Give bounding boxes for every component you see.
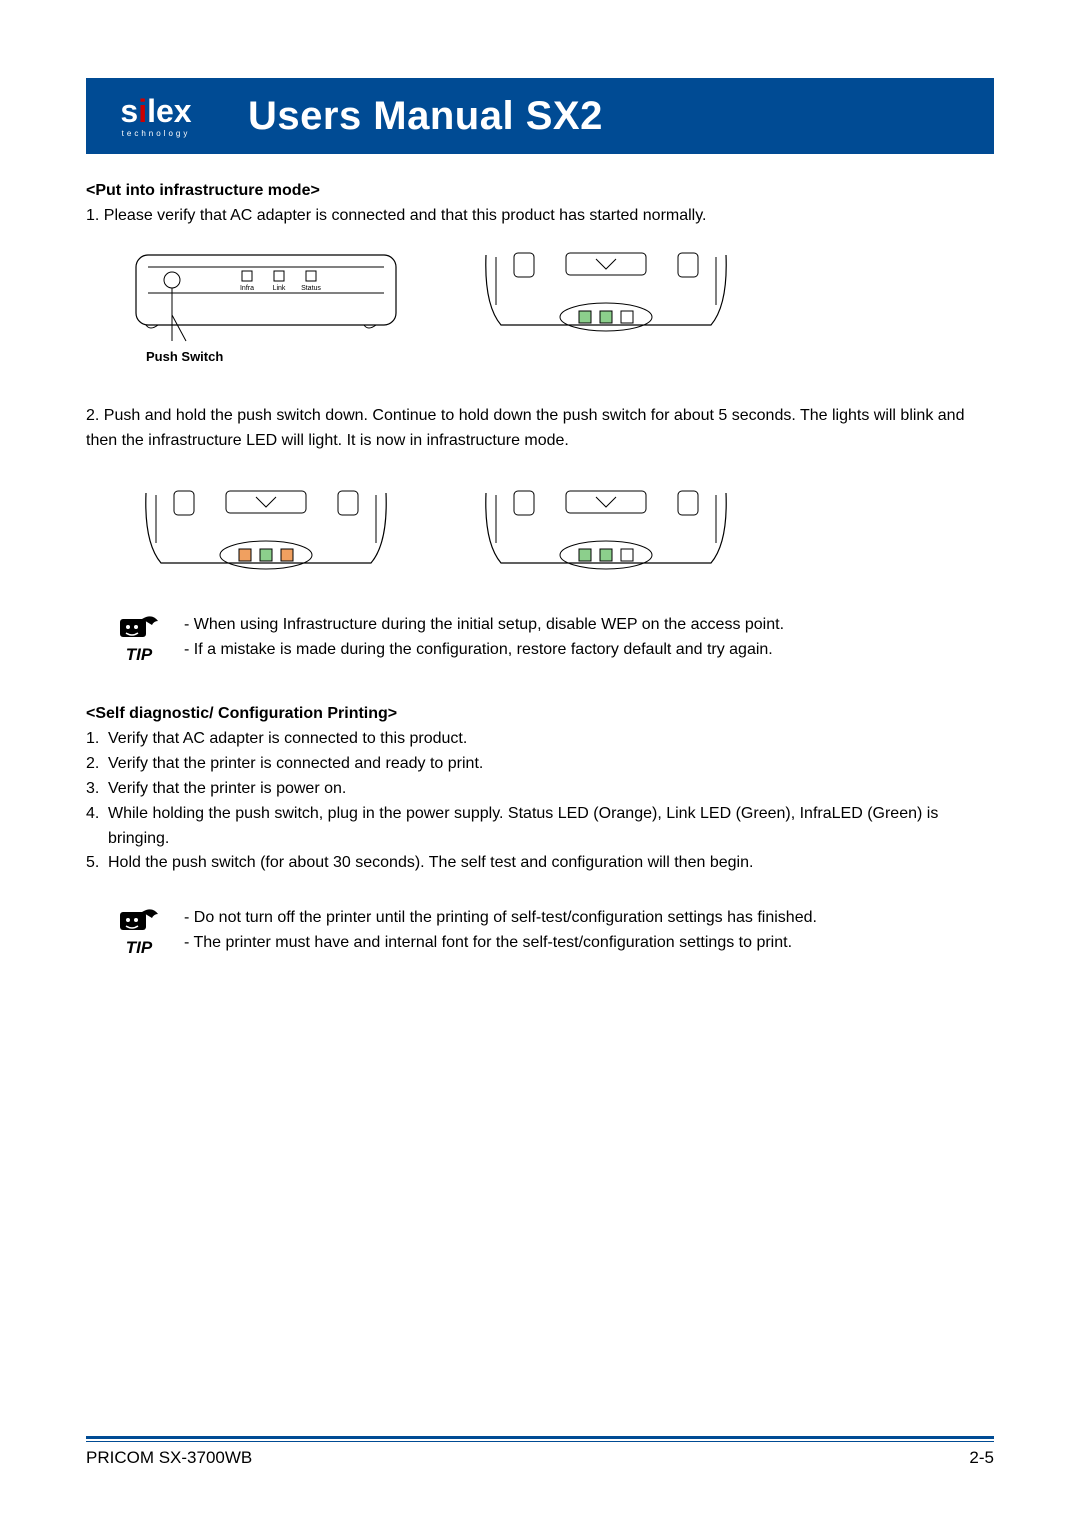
section1-step1: 1. Please verify that AC adapter is conn… [86, 204, 994, 229]
logo-post: lex [147, 93, 191, 129]
device-rear-diagram-1 [466, 245, 746, 345]
page-footer: PRICOM SX-3700WB 2-5 [86, 1436, 994, 1468]
led-link [600, 311, 612, 323]
tip-icon [118, 613, 160, 643]
footer-product: PRICOM SX-3700WB [86, 1448, 252, 1468]
logo-accent: i [138, 93, 147, 129]
tip-block-2: TIP - Do not turn off the printer until … [114, 906, 994, 958]
tip2-line1: - Do not turn off the printer until the … [184, 906, 817, 931]
logo-pre: s [120, 93, 138, 129]
device-rear-diagram-2 [126, 483, 406, 583]
tip2-line2: - The printer must have and internal fon… [184, 931, 817, 956]
logo: silex technology [100, 91, 212, 141]
diagram-row-1: Infra Link Status Push Switch [126, 245, 994, 364]
section1-step2: 2. Push and hold the push switch down. C… [86, 404, 994, 454]
led-infra [579, 311, 591, 323]
tip-icon [118, 906, 160, 936]
tip1-line2: - If a mistake is made during the config… [184, 638, 784, 663]
tip1-line1: - When using Infrastructure during the i… [184, 613, 784, 638]
list-item: Verify that the printer is power on. [108, 777, 346, 802]
list-item: Verify that the printer is connected and… [108, 752, 483, 777]
tip-block-1: TIP - When using Infrastructure during t… [114, 613, 994, 665]
push-switch-label: Push Switch [146, 349, 223, 364]
device-rear-diagram-3 [466, 483, 746, 583]
list-item: Verify that AC adapter is connected to t… [108, 727, 467, 752]
label-link: Link [273, 285, 286, 292]
footer-page-number: 2-5 [969, 1448, 994, 1468]
logo-subtext: technology [122, 129, 191, 138]
led-status [621, 311, 633, 323]
list-item: While holding the push switch, plug in t… [108, 802, 994, 852]
header-banner: silex technology Users Manual SX2 [86, 78, 994, 154]
tip-label-2: TIP [126, 938, 152, 958]
list-item: Hold the push switch (for about 30 secon… [108, 851, 753, 876]
page-title: Users Manual SX2 [248, 94, 603, 139]
section2-list: 1.Verify that AC adapter is connected to… [86, 727, 994, 876]
logo-wordmark: silex [120, 95, 191, 127]
tip-label-1: TIP [126, 645, 152, 665]
diagram-row-2 [126, 483, 994, 583]
device-front-diagram: Infra Link Status [126, 245, 406, 345]
section1-heading: <Put into infrastructure mode> [86, 182, 994, 200]
section2-heading: <Self diagnostic/ Configuration Printing… [86, 705, 994, 723]
label-status: Status [301, 285, 321, 292]
label-infra: Infra [240, 285, 254, 292]
